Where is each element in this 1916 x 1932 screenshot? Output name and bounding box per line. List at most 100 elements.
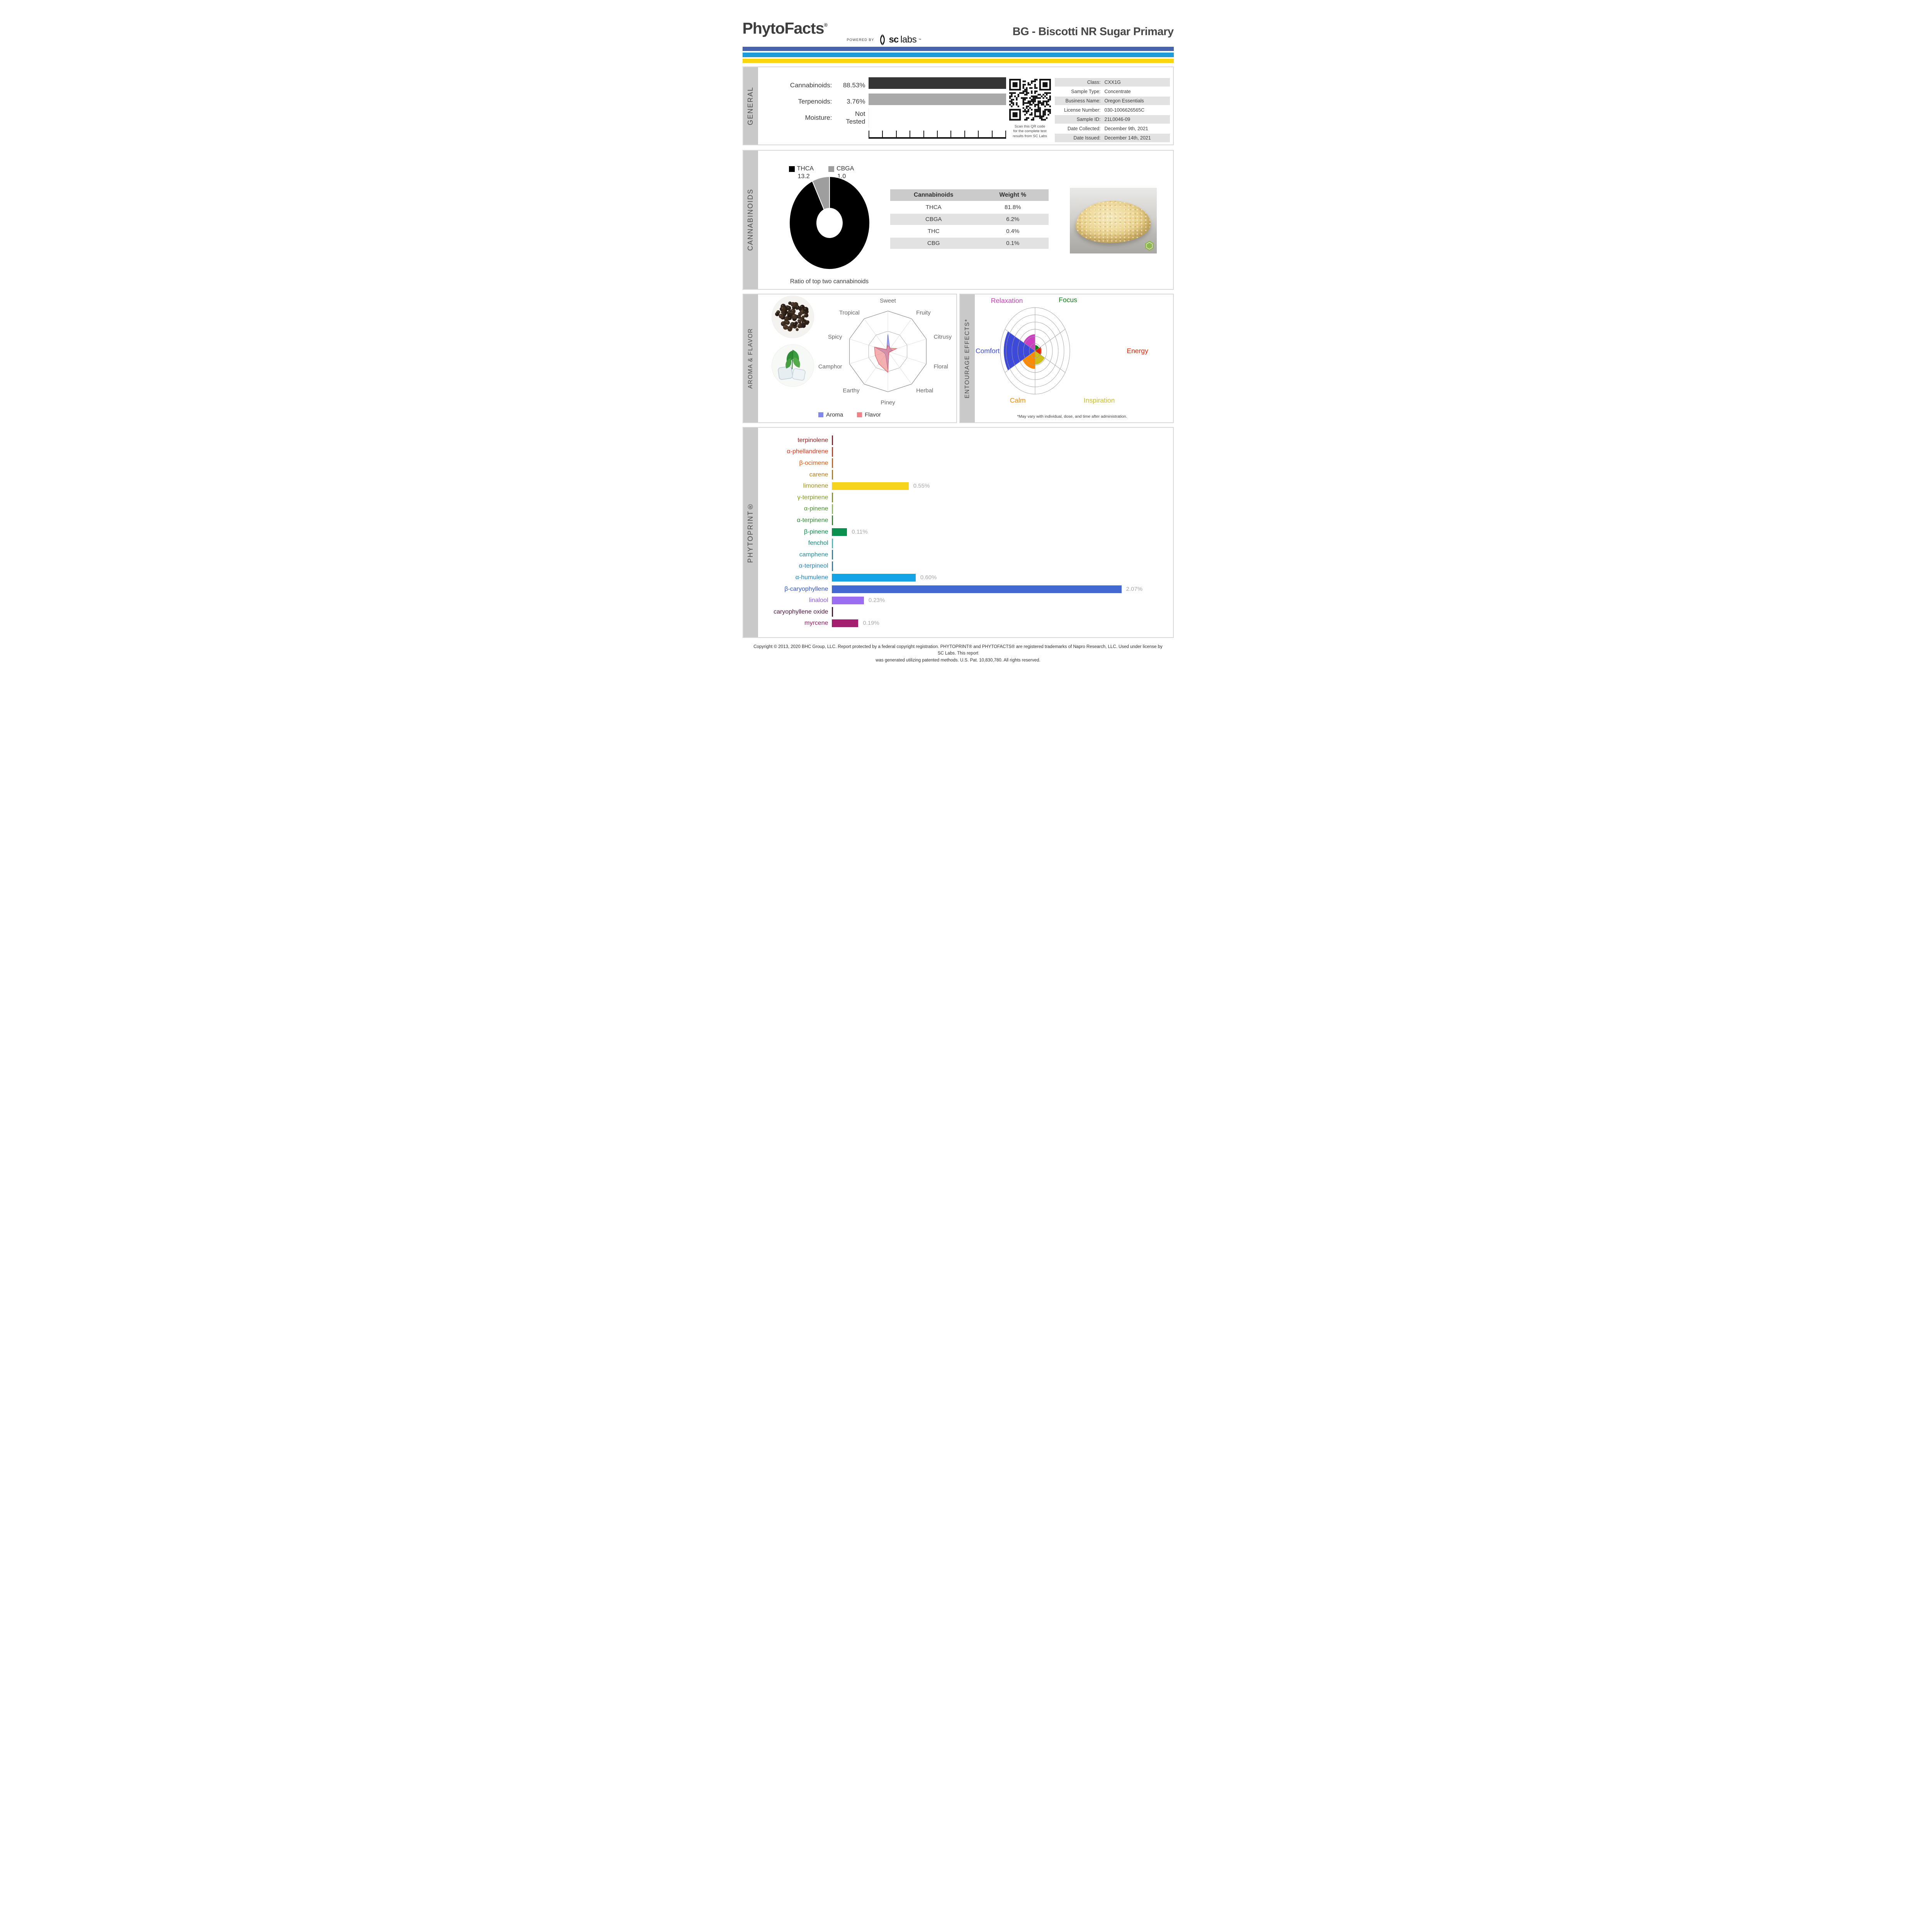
terpene-bar-zone: 0.55% — [831, 482, 1168, 490]
terpene-trace-tick — [831, 447, 833, 457]
terpene-trace-tick — [831, 607, 833, 617]
cell: THCA — [925, 204, 942, 211]
column-header: Cannabinoids — [914, 192, 954, 198]
qr-caption-line: results from SC Labs — [1013, 134, 1047, 138]
terpene-bar — [831, 585, 1122, 593]
info-label: Business Name: — [1065, 98, 1101, 104]
cannabinoids-total-value: 88.53% — [843, 82, 865, 89]
terpene-row: caryophyllene oxide — [758, 606, 1168, 618]
effect-label-relaxation: Relaxation — [991, 297, 1023, 304]
terpene-bar-zone: 2.07% — [831, 585, 1168, 593]
terpene-trace-tick — [831, 493, 833, 503]
terpene-label: α-terpineol — [799, 563, 828, 570]
donut-legend: THCA 13.2 CBGA 1.0 — [789, 165, 854, 180]
cannabinoid-row: CBG 0.1% — [890, 238, 1049, 249]
terpene-bar-zone — [831, 470, 1168, 480]
thca-legend-name: THCA — [797, 165, 814, 172]
terpene-label: camphene — [799, 551, 828, 558]
page-title: BG - Biscotti NR Sugar Primary — [1012, 26, 1174, 38]
section-phytoprint-label: PHYTOPRINT® — [746, 502, 754, 563]
terpenoids-total-row: Terpenoids: 3.76% — [782, 94, 1006, 110]
terpene-bar-zone: 0.19% — [831, 619, 1168, 628]
terpene-label: myrcene — [804, 620, 828, 627]
radar-axis-label: Sweet — [880, 298, 896, 304]
section-general-label: GENERAL — [746, 86, 754, 126]
terpene-value: 0.23% — [868, 597, 885, 604]
scale-ruler — [868, 131, 1006, 139]
info-label: Date Issued: — [1073, 135, 1101, 141]
terpene-row: β-caryophyllene 2.07% — [758, 583, 1168, 595]
effect-wedge-calm — [1022, 351, 1035, 369]
terpene-bar — [831, 482, 909, 490]
effect-wedge-relaxation — [1023, 334, 1035, 351]
terpene-label: α-terpinene — [797, 517, 828, 524]
entourage-note: *May vary with individual, dose, and tim… — [1017, 414, 1127, 419]
effect-label-focus: Focus — [1059, 296, 1077, 304]
header-stripe-yellow — [742, 59, 1174, 63]
cannabinoid-table: Cannabinoids Weight % THCA 81.8% CBGA 6.2% THC… — [890, 189, 1049, 250]
cannabinoids-total-label: Cannabinoids: — [790, 82, 832, 89]
info-value: CXX1G — [1104, 80, 1121, 85]
terpenoids-level-bar — [868, 94, 1006, 105]
section-entourage-sidebar: ENTOURAGE EFFECTS* — [960, 294, 975, 422]
cannabinoid-row: THC 0.4% — [890, 226, 1049, 237]
terpene-row: terpinolene — [758, 435, 1168, 446]
info-row: Sample ID: 21L0046-09 — [1054, 115, 1170, 124]
phytofacts-report-page: PhytoFacts® POWERED BY sc labs ™ BG - Bi… — [718, 0, 1198, 678]
footer-line-1: Copyright © 2013, 2020 BHC Group, LLC. R… — [753, 645, 1163, 656]
terpene-value: 0.55% — [913, 483, 930, 490]
radar-axis-label: Earthy — [843, 388, 860, 394]
terpene-value: 0.19% — [863, 620, 879, 627]
info-value: December 14th, 2021 — [1104, 135, 1151, 141]
sc-word: sc — [889, 34, 899, 45]
radar-axis-label: Camphor — [818, 363, 842, 370]
section-general-sidebar: GENERAL — [743, 67, 758, 145]
terpene-trace-tick — [831, 435, 833, 446]
brand-text: PhytoFacts — [742, 19, 825, 37]
radar-axis-label: Piney — [881, 400, 895, 406]
terpene-row: α-terpinene — [758, 515, 1168, 526]
moisture-row: Moisture: Not Tested — [782, 108, 1006, 128]
radar-axis-label: Tropical — [839, 310, 859, 316]
terpene-label: fenchol — [808, 540, 828, 547]
peppercorn-photo — [772, 296, 814, 338]
legend-item-thca: THCA 13.2 — [789, 165, 814, 180]
aroma-flavor-radar-chart: Sweet Fruity Citrusy Floral Herbal Piney Earth… — [818, 298, 952, 406]
info-label: Class: — [1087, 80, 1101, 85]
terpene-label: β-pinene — [804, 528, 828, 535]
terpene-bar — [831, 573, 916, 582]
terpene-bar-zone — [831, 607, 1168, 617]
terpene-row: carene — [758, 469, 1168, 481]
header-stripe-cyan — [742, 53, 1174, 57]
terpene-bar-zone — [831, 447, 1168, 457]
sample-info-table: Class: CXX1G Sample Type: Concentrate Busine… — [1054, 78, 1170, 143]
cell: CBGA — [925, 216, 942, 223]
terpene-label: α-humulene — [795, 574, 828, 581]
cannabinoid-table-header: Cannabinoids Weight % — [890, 189, 1049, 201]
info-value: Concentrate — [1104, 89, 1131, 94]
trademark-mark: ™ — [918, 38, 921, 41]
section-phytoprint-sidebar: PHYTOPRINT® — [743, 428, 758, 637]
terpene-label: caryophyllene oxide — [774, 608, 828, 615]
terpene-bar-zone — [831, 504, 1168, 514]
cell: 6.2% — [1006, 216, 1020, 223]
qr-caption-line: for the complete test — [1013, 129, 1047, 134]
effect-label-calm: Calm — [1010, 396, 1025, 404]
info-value: 21L0046-09 — [1104, 117, 1131, 122]
radar-axis-label: Spicy — [828, 333, 842, 340]
section-aroma-flavor-sidebar: AROMA & FLAVOR — [743, 294, 758, 422]
terpene-trace-tick — [831, 515, 833, 526]
cell: 0.1% — [1006, 240, 1020, 247]
info-value: December 9th, 2021 — [1104, 126, 1148, 131]
info-value: 030-1006626565C — [1104, 107, 1145, 113]
terpene-trace-tick — [831, 561, 833, 571]
mint-ice-photo — [772, 345, 814, 386]
cell: THC — [927, 228, 940, 235]
terpene-label: limonene — [803, 483, 828, 490]
header-stripe-blue — [742, 47, 1174, 51]
thca-legend-value: 13.2 — [797, 173, 810, 180]
terpene-label: linalool — [809, 597, 828, 604]
terpene-row: α-pinene — [758, 503, 1168, 515]
terpene-bar-zone: 0.11% — [831, 528, 1168, 536]
radar-axis-label: Herbal — [916, 388, 933, 394]
